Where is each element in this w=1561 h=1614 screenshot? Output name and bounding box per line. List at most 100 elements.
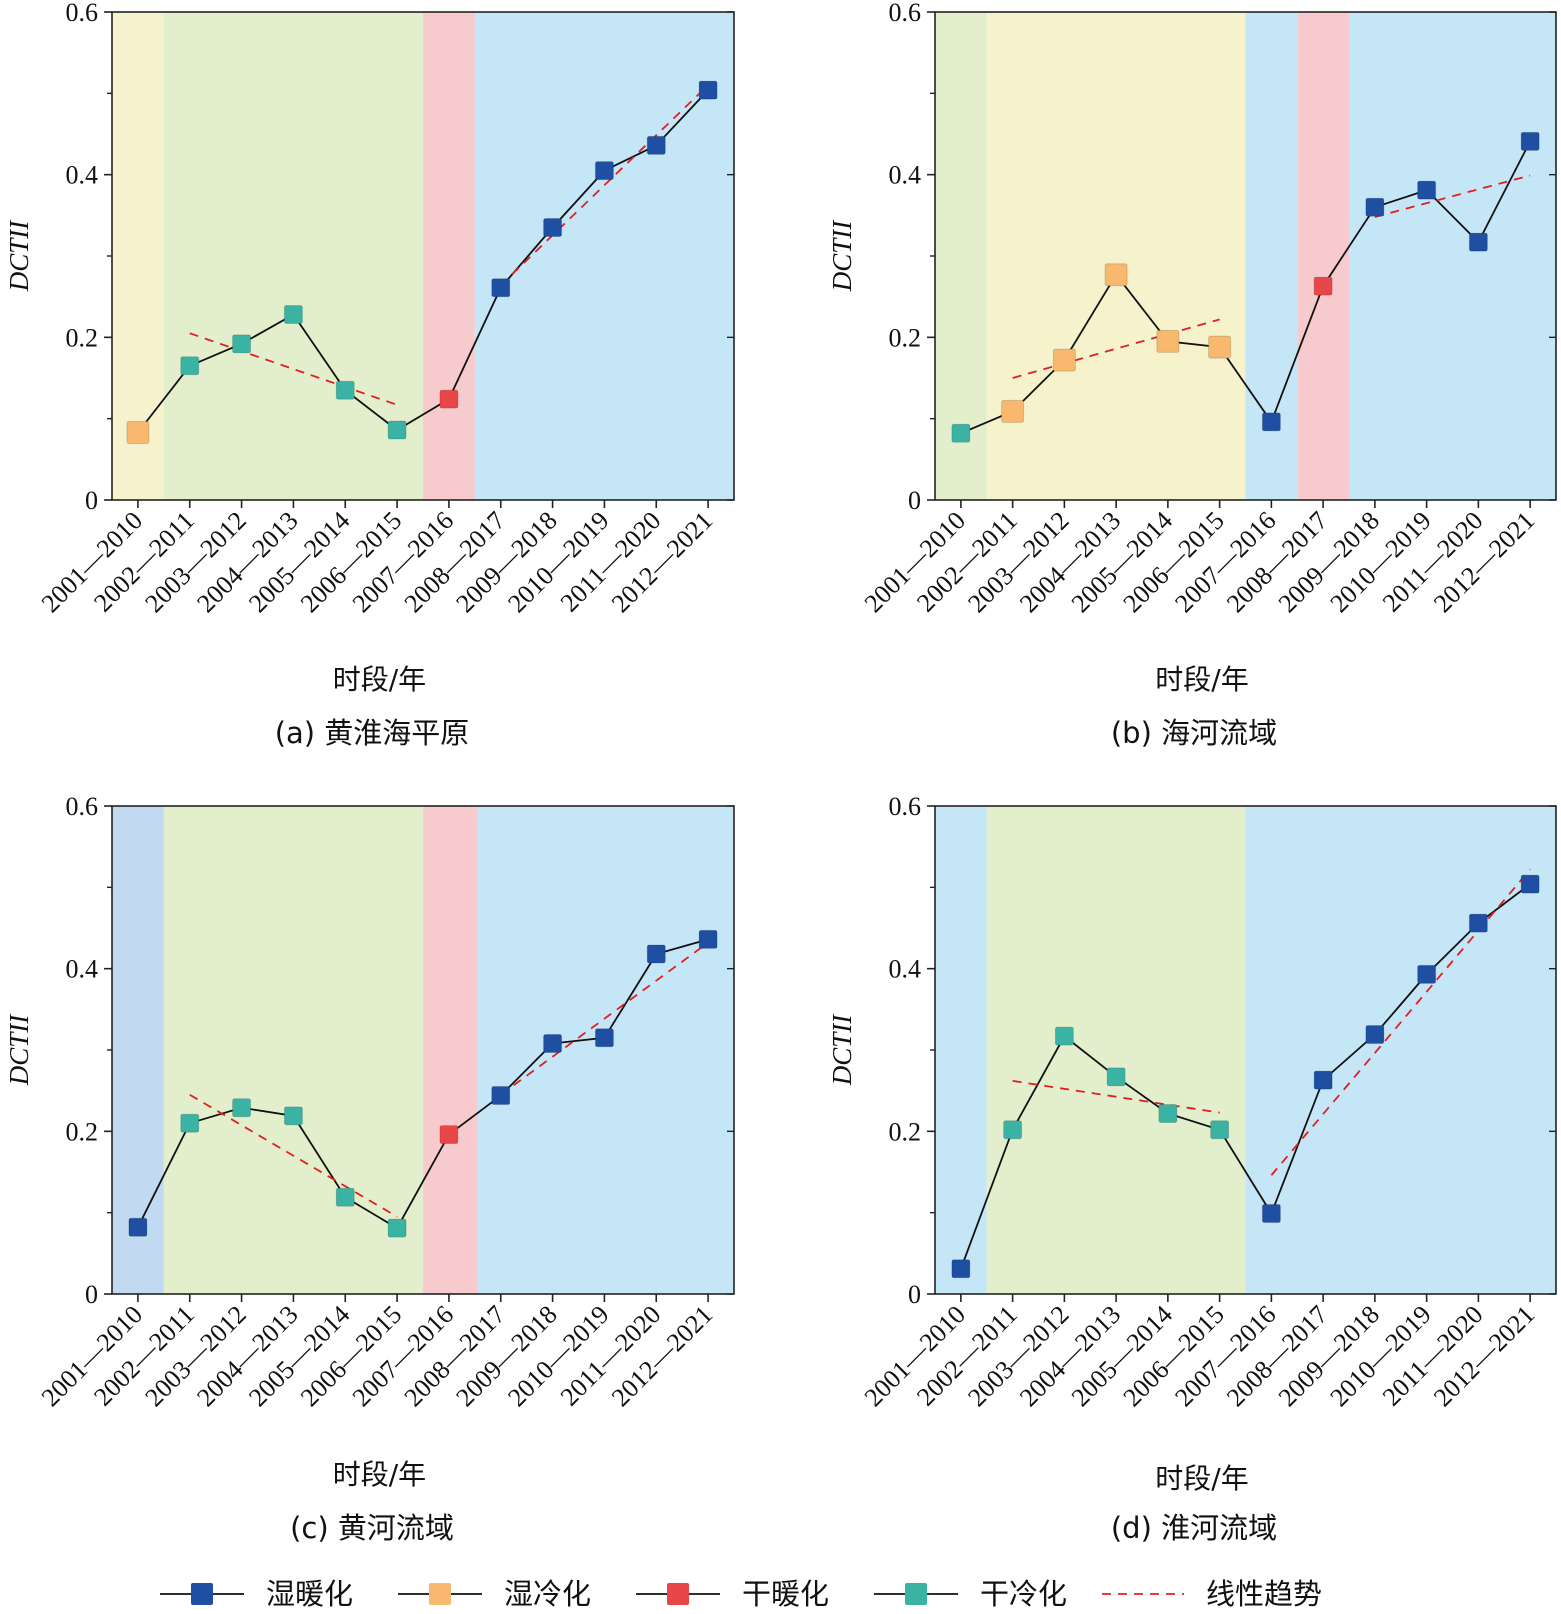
legend-label-dry_warm: 干暖化 [742, 1577, 829, 1611]
data-point-b-6 [1261, 412, 1281, 432]
data-point-d-0 [951, 1259, 971, 1279]
panel-d: 00.20.40.62001—20102002—20112003—2012200… [827, 792, 1557, 1545]
trend-line-a-1 [500, 84, 709, 286]
panel-c: 00.20.40.62001—20102002—20112003—2012200… [4, 792, 735, 1545]
data-point-c-6 [439, 1125, 459, 1145]
legend-marker-dry_warm [667, 1583, 689, 1605]
legend-marker-wet_warm [191, 1583, 213, 1605]
data-point-b-11 [1520, 131, 1540, 151]
y-tick-label-a-2: 0.4 [66, 161, 99, 190]
background-band-a-0 [112, 12, 164, 500]
data-point-c-10 [646, 944, 666, 964]
data-point-c-11 [698, 929, 718, 949]
panel-b: 00.20.40.62001—20102002—20112003—2012200… [827, 0, 1557, 750]
trend-line-c-0 [189, 1093, 398, 1218]
data-point-b-7 [1313, 276, 1333, 296]
data-point-b-4 [1156, 329, 1180, 353]
y-tick-label-d-2: 0.4 [889, 955, 922, 984]
data-point-c-2 [232, 1098, 252, 1118]
y-tick-label-b-1: 0.2 [889, 323, 922, 352]
data-point-c-3 [283, 1106, 303, 1126]
data-point-c-8 [543, 1033, 563, 1053]
background-band-c-3 [477, 806, 734, 1294]
data-point-a-5 [387, 420, 407, 440]
trend-line-a-0 [189, 332, 398, 406]
data-point-b-3 [1104, 263, 1128, 287]
data-point-b-8 [1365, 197, 1385, 217]
background-band-d-0 [935, 806, 987, 1294]
x-axis-title-b: 时段/年 [1155, 663, 1248, 696]
data-point-c-1 [180, 1113, 200, 1133]
panel-a: 00.20.40.62001—20102002—20112003—2012200… [4, 0, 735, 750]
legend-marker-wet_cold [429, 1583, 451, 1605]
data-point-b-0 [951, 423, 971, 443]
y-tick-label-b-0: 0 [908, 486, 921, 515]
y-tick-label-a-0: 0 [85, 486, 98, 515]
background-band-c-0 [112, 806, 164, 1294]
y-tick-label-d-0: 0 [908, 1280, 921, 1309]
y-tick-label-b-3: 0.6 [889, 0, 922, 27]
y-tick-label-c-0: 0 [85, 1280, 98, 1309]
y-tick-label-c-1: 0.2 [66, 1117, 99, 1146]
data-point-a-11 [698, 80, 718, 100]
data-point-d-2 [1054, 1026, 1074, 1046]
background-band-a-1 [163, 12, 424, 500]
data-point-d-5 [1210, 1120, 1230, 1140]
data-point-a-3 [283, 305, 303, 325]
x-axis-title-c: 时段/年 [333, 1458, 426, 1491]
data-point-a-9 [594, 161, 614, 181]
data-point-a-10 [646, 135, 666, 155]
data-point-d-11 [1520, 874, 1540, 894]
panel-caption-c: (c) 黄河流域 [290, 1511, 454, 1545]
legend-label-dry_cold: 干冷化 [980, 1577, 1067, 1611]
legend: 湿暖化 湿冷化 干暖化 干冷化 线性趋势 [160, 1577, 1322, 1611]
y-axis-title-b: DCTII [827, 219, 857, 293]
legend-label-wet_cold: 湿冷化 [504, 1577, 591, 1611]
y-tick-label-a-1: 0.2 [66, 323, 99, 352]
data-point-d-7 [1313, 1070, 1333, 1090]
y-axis-title-a: DCTII [4, 219, 34, 293]
data-point-a-0 [126, 420, 150, 444]
background-band-d-1 [986, 806, 1246, 1294]
panel-caption-d: (d) 淮河流域 [1111, 1511, 1277, 1545]
data-point-d-8 [1365, 1025, 1385, 1045]
background-band-a-3 [474, 12, 734, 500]
data-point-c-0 [128, 1217, 148, 1237]
data-point-a-8 [543, 218, 563, 238]
data-point-d-3 [1106, 1067, 1126, 1087]
legend-marker-dry_cold [905, 1583, 927, 1605]
y-tick-label-d-1: 0.2 [889, 1117, 922, 1146]
y-tick-label-c-2: 0.4 [66, 955, 99, 984]
series-line-d [960, 883, 1531, 1270]
data-point-a-2 [232, 334, 252, 354]
panel-caption-a: (a) 黄淮海平原 [275, 716, 470, 750]
data-point-d-6 [1261, 1203, 1281, 1223]
data-point-d-4 [1158, 1103, 1178, 1123]
data-point-c-7 [491, 1086, 511, 1106]
data-point-c-5 [387, 1218, 407, 1238]
background-band-a-2 [423, 12, 475, 500]
trend-line-d-1 [1270, 868, 1531, 1176]
y-axis-title-c: DCTII [4, 1013, 34, 1087]
data-point-b-1 [1001, 399, 1025, 423]
data-point-b-5 [1208, 335, 1232, 359]
data-point-d-9 [1417, 964, 1437, 984]
data-point-a-6 [439, 389, 459, 409]
background-band-c-2 [423, 806, 478, 1294]
background-band-b-0 [935, 12, 987, 500]
data-point-c-4 [335, 1187, 355, 1207]
background-band-b-3 [1297, 12, 1349, 500]
data-point-a-1 [180, 356, 200, 376]
trend-line-c-1 [500, 941, 709, 1096]
trend-line-b-1 [1374, 174, 1531, 218]
data-point-c-9 [594, 1028, 614, 1048]
legend-label-trend: 线性趋势 [1206, 1577, 1322, 1611]
trend-line-b-0 [1012, 318, 1220, 379]
y-axis-title-d: DCTII [827, 1013, 857, 1087]
background-band-b-4 [1349, 12, 1556, 500]
data-point-a-7 [491, 278, 511, 298]
legend-label-wet_warm: 湿暖化 [266, 1577, 353, 1611]
y-tick-label-c-3: 0.6 [66, 792, 99, 821]
data-point-b-10 [1468, 232, 1488, 252]
